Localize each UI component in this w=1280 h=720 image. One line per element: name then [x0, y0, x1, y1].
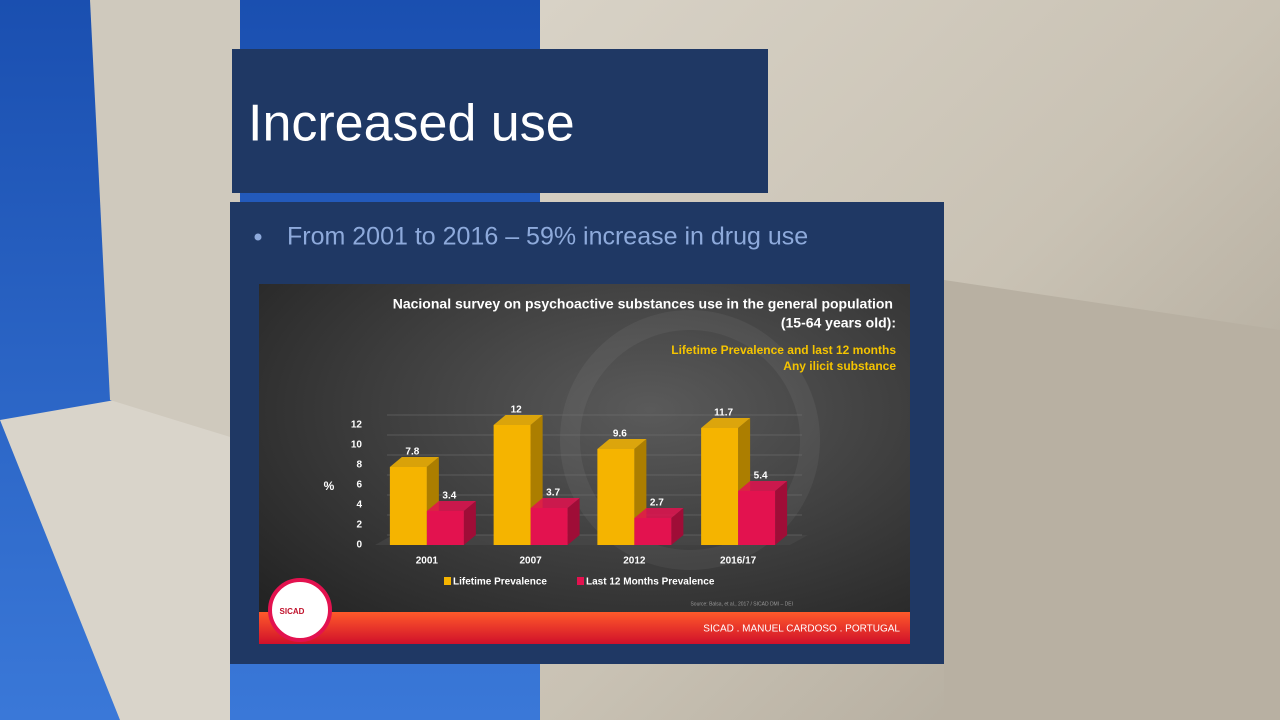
bar-top [493, 415, 543, 425]
data-label: 3.4 [442, 491, 456, 502]
legend-swatch [444, 577, 451, 585]
statue [90, 0, 240, 440]
logo-text: SICAD [280, 607, 305, 616]
bullet-dot [254, 233, 262, 241]
y-tick-label: 4 [356, 500, 362, 511]
bar [597, 449, 635, 545]
chart-title: Nacional survey on psychoactive substanc… [393, 296, 893, 312]
bar-top [634, 508, 684, 518]
watermark [560, 310, 820, 570]
bar [426, 511, 464, 545]
data-label: 5.4 [754, 471, 768, 482]
chart-panel [259, 284, 910, 644]
y-tick-label: 8 [356, 460, 362, 471]
slide-title: Increased use [248, 95, 575, 153]
annotation: Lifetime Prevalence and last 12 months [671, 343, 896, 357]
legend-swatch [577, 577, 584, 585]
x-tick-label: 2016/17 [720, 556, 757, 567]
data-label: 2.7 [650, 498, 664, 509]
data-label: 3.7 [546, 488, 560, 499]
floor [375, 535, 808, 545]
legend-label: Lifetime Prevalence [453, 577, 547, 588]
logo [268, 578, 332, 642]
statues [944, 280, 1280, 720]
x-tick-label: 2001 [416, 556, 439, 567]
y-tick-label: 0 [356, 540, 362, 551]
monument-base [0, 380, 230, 720]
title-box [232, 49, 768, 193]
y-tick-label: 2 [356, 520, 362, 531]
bar [701, 428, 739, 545]
annotation: Any ilicit substance [783, 359, 896, 373]
chart-subtitle: (15-64 years old): [781, 315, 896, 331]
bar-top [530, 498, 580, 508]
bar-side [775, 481, 788, 545]
y-tick-label: 12 [351, 420, 363, 431]
x-tick-label: 2012 [623, 556, 646, 567]
bar-top [597, 439, 647, 449]
data-label: 12 [511, 405, 523, 416]
bar-top [701, 418, 751, 428]
bar [530, 508, 568, 545]
bar-side [463, 501, 476, 545]
bar-top [389, 457, 439, 467]
y-axis-label: % [324, 479, 335, 493]
source: Source: Balsa, et al., 2017 / SICAD DMI … [690, 601, 793, 607]
bar [634, 518, 672, 545]
bar-top [738, 481, 788, 491]
data-label: 9.6 [613, 429, 627, 440]
x-tick-label: 2007 [520, 556, 543, 567]
y-tick-label: 6 [356, 480, 362, 491]
bar-side [567, 498, 580, 545]
bar [389, 467, 427, 545]
bar [493, 425, 531, 545]
bar [738, 491, 776, 545]
legend-label: Last 12 Months Prevalence [586, 577, 715, 588]
bullet-text: From 2001 to 2016 – 59% increase in drug… [287, 223, 808, 251]
footer-band [259, 612, 910, 644]
bar-top [426, 501, 476, 511]
data-label: 11.7 [714, 408, 733, 419]
bar-side [671, 508, 684, 545]
data-label: 7.8 [405, 447, 419, 458]
y-tick-label: 10 [351, 440, 363, 451]
footer-text: SICAD . MANUEL CARDOSO . PORTUGAL [703, 624, 900, 635]
